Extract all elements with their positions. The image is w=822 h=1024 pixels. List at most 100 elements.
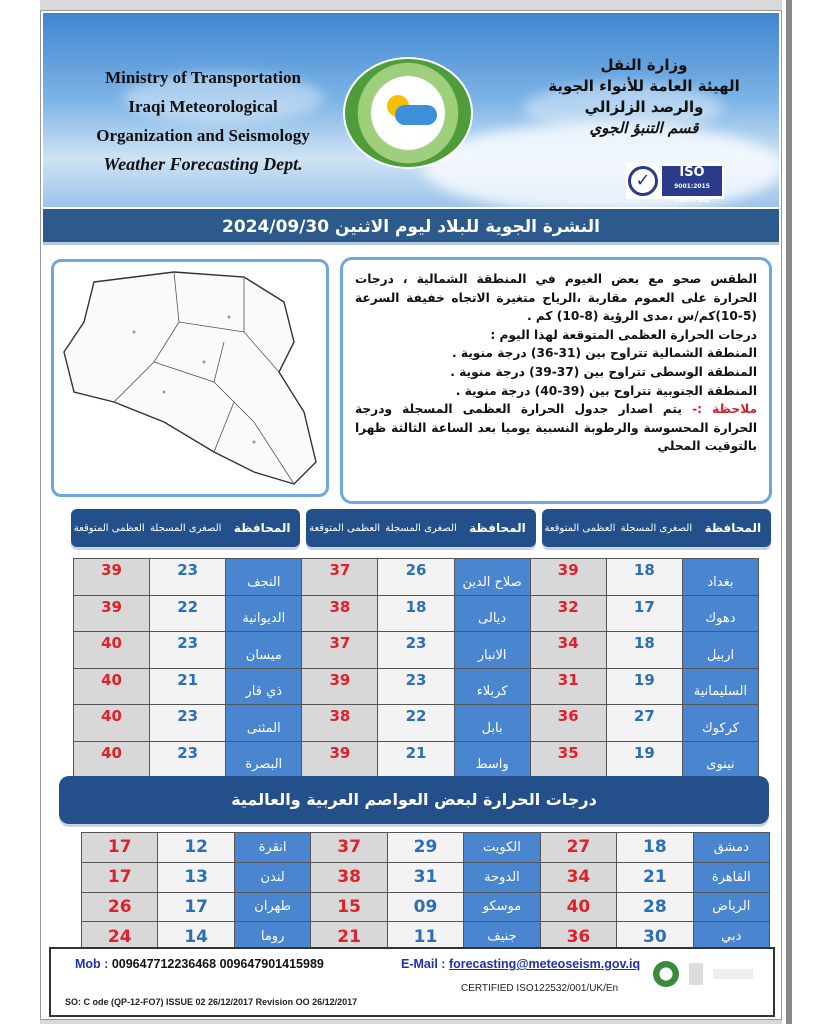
city-max-cell: 38 (311, 862, 387, 892)
en-line: Organization and Seismology (96, 126, 310, 145)
email-link[interactable]: forecasting@meteoseism.gov.iq (448, 957, 641, 971)
forecast-heading: درجات الحرارة العظمى المتوقعة لهذا اليوم… (490, 327, 757, 342)
city-min-cell: 31 (387, 862, 464, 892)
city-name-cell: موسكو (464, 892, 540, 922)
province-min-cell: 22 (378, 705, 454, 741)
city-max-cell: 27 (540, 833, 617, 862)
province-max-cell: 40 (74, 632, 150, 668)
province-min-cell: 21 (378, 741, 454, 777)
province-max-cell: 36 (530, 705, 606, 741)
header-group: المحافظة الصغرى المسجلة العظمى المتوقعة (541, 509, 771, 547)
province-max-cell: 39 (74, 595, 150, 631)
province-min-cell: 23 (378, 632, 454, 668)
city-min-cell: 30 (617, 922, 693, 951)
mobile-contact: Mob : 009647712236468 009647901415989 (75, 957, 324, 971)
city-max-cell: 21 (311, 922, 387, 951)
header-banner: Ministry of Transportation Iraqi Meteoro… (43, 13, 779, 207)
city-name-cell: القاهرة (693, 862, 769, 892)
province-name-cell: نينوى (682, 741, 758, 777)
province-max-cell: 40 (74, 705, 150, 741)
city-name-cell: الكويت (464, 833, 540, 862)
margin-left (0, 0, 40, 1024)
footer: Mob : 009647712236468 009647901415989 E-… (49, 947, 775, 1017)
mob-numbers: 009647712236468 009647901415989 (111, 957, 324, 971)
province-name-cell: الانبار (454, 632, 530, 668)
province-name-cell: صلاح الدين (454, 559, 530, 595)
province-max-cell: 39 (302, 668, 378, 704)
province-name-cell: بابل (454, 705, 530, 741)
forecast-paragraph: الطقس صحو مع بعض الغيوم في المنطقة الشما… (355, 272, 757, 324)
province-max-cell: 37 (302, 559, 378, 595)
province-max-cell: 35 (530, 741, 606, 777)
city-max-cell: 15 (311, 892, 387, 922)
cities-table: دمشق 18 27 الكويت 29 37 انقرة 12 17 القاهرة 21 34 ال… (81, 832, 770, 952)
header-province: المحافظة (469, 520, 526, 535)
header-max: العظمى المتوقعة (309, 522, 381, 534)
city-min-cell: 11 (387, 922, 464, 951)
province-min-cell: 17 (606, 595, 682, 631)
bulletin-page: Ministry of Transportation Iraqi Meteoro… (40, 10, 782, 1020)
province-name-cell: دهوك (682, 595, 758, 631)
province-min-cell: 18 (606, 559, 682, 595)
province-name-cell: السليمانية (682, 668, 758, 704)
province-name-cell: ديالى (454, 595, 530, 631)
region-central: المنطقة الوسطى تتراوح بين (37-39) درجة م… (450, 364, 757, 379)
mob-label: Mob : (75, 957, 109, 971)
city-min-cell: 14 (158, 922, 234, 951)
province-name-cell: كربلاء (454, 668, 530, 704)
cities-title: درجات الحرارة لبعض العواصم العربية والعا… (59, 776, 769, 824)
city-name-cell: دبي (693, 922, 769, 951)
province-min-cell: 19 (606, 741, 682, 777)
province-min-cell: 26 (378, 559, 454, 595)
iso-sub: 9001:2015 CERTIFIED (674, 183, 710, 204)
city-name-cell: دمشق (693, 833, 769, 862)
province-min-cell: 23 (150, 741, 226, 777)
province-name-cell: الديوانية (226, 595, 302, 631)
province-max-cell: 40 (74, 741, 150, 777)
province-max-cell: 39 (302, 741, 378, 777)
city-max-cell: 26 (82, 892, 158, 922)
province-name-cell: النجف (226, 559, 302, 595)
province-max-cell: 34 (530, 632, 606, 668)
iraq-map (51, 259, 329, 497)
region-south: المنطقة الجنوبية تتراوح بين (39-40) درجة… (455, 383, 757, 398)
note-label: ملاحظة :- (692, 402, 757, 417)
province-min-cell: 18 (606, 632, 682, 668)
cloud-icon (395, 105, 437, 125)
province-name-cell: البصرة (226, 741, 302, 777)
region-north: المنطقة الشمالية تتراوح بين (31-36) درجة… (451, 346, 757, 361)
footer-logos (653, 961, 753, 987)
province-min-cell: 23 (378, 668, 454, 704)
province-name-cell: بغداد (682, 559, 758, 595)
city-max-cell: 34 (540, 862, 617, 892)
city-max-cell: 37 (311, 833, 387, 862)
city-max-cell: 36 (540, 922, 617, 951)
margin-right (782, 0, 822, 1024)
province-max-cell: 31 (530, 668, 606, 704)
ar-line: والرصد الزلزالي (584, 98, 704, 116)
header-max: العظمى المتوقعة (544, 522, 616, 534)
header-province: المحافظة (704, 520, 762, 535)
en-dept: Weather Forecasting Dept. (103, 154, 303, 174)
city-min-cell: 13 (158, 862, 234, 892)
city-max-cell: 17 (82, 833, 158, 862)
city-min-cell: 09 (387, 892, 464, 922)
document-code: SO: C ode (QP-12-FO7) ISSUE 02 26/12/201… (65, 997, 358, 1007)
province-max-cell: 38 (302, 705, 378, 741)
province-max-cell: 39 (530, 559, 606, 595)
header-min: الصغرى المسجلة (620, 522, 693, 534)
check-icon: ✓ (628, 166, 658, 196)
province-table: بغداد 18 39 صلاح الدين 26 37 النجف 23 39 دهوك 17 32… (73, 558, 759, 778)
scrollbar[interactable] (786, 0, 792, 1024)
email-label: E-Mail : (401, 957, 446, 971)
header-min: الصغرى المسجلة (385, 522, 457, 534)
bulletin-title: النشرة الجوية للبلاد ليوم الاثنين 2024/0… (43, 209, 779, 245)
city-max-cell: 17 (82, 862, 158, 892)
province-max-cell: 38 (302, 595, 378, 631)
city-name-cell: الرياض (693, 892, 769, 922)
city-min-cell: 12 (158, 833, 234, 862)
province-min-cell: 23 (150, 559, 226, 595)
email-contact: E-Mail : forecasting@meteoseism.gov.iq (401, 957, 640, 971)
city-name-cell: روما (234, 922, 311, 951)
province-min-cell: 18 (378, 595, 454, 631)
